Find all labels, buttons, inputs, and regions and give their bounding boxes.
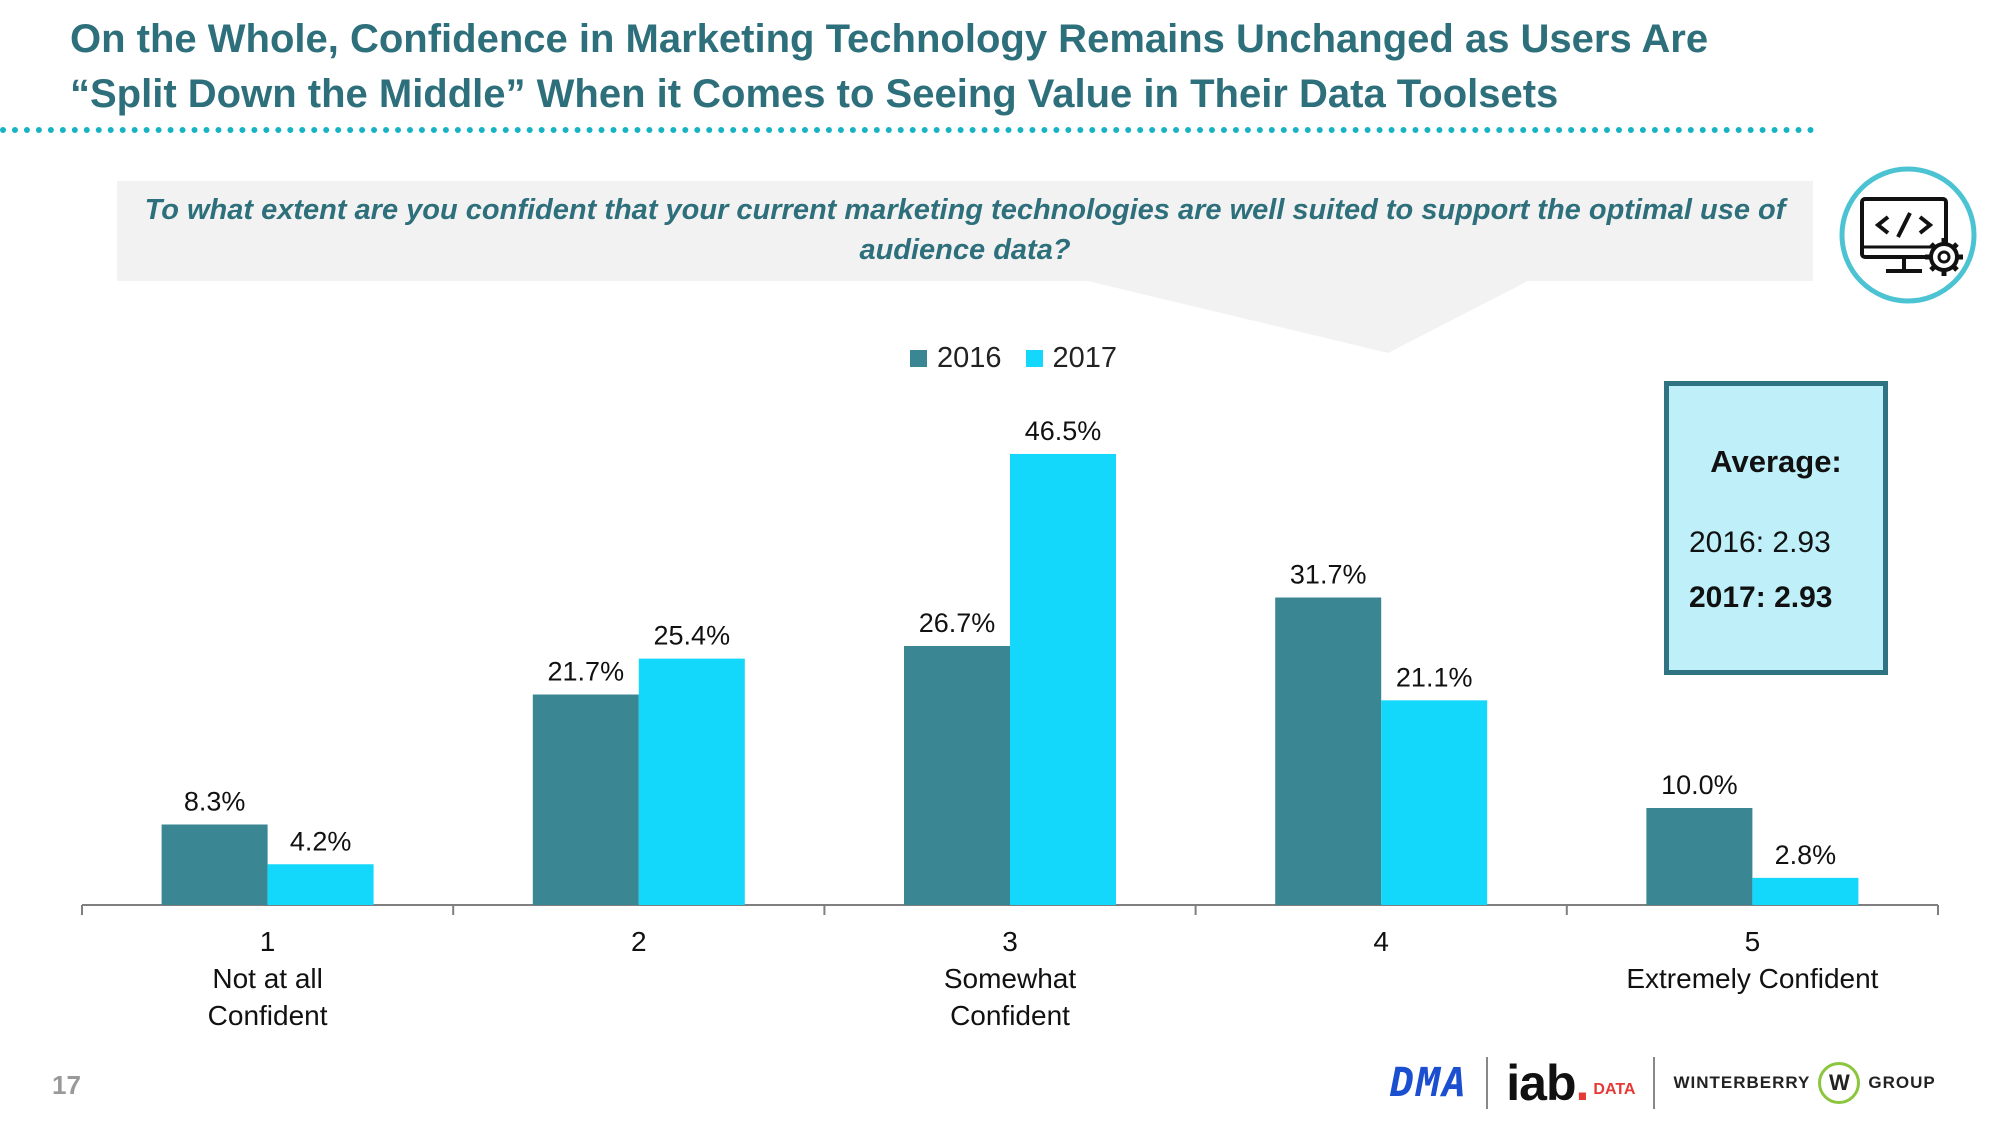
bar-2017-cat-5: [1752, 877, 1859, 905]
title-line-1: On the Whole, Confidence in Marketing Te…: [70, 17, 1709, 61]
category-label-2: 2: [631, 926, 647, 957]
bar-2017-cat-1: [267, 864, 374, 905]
bar-chart: 8.3% 4.2% 1 Not at all Confident 21.7% 25.4% 2 2…: [81, 416, 1939, 1031]
dma-logo: DMA: [1390, 1060, 1469, 1106]
title-line-2: “Split Down the Middle” When it Comes to…: [70, 72, 1559, 116]
legend-swatch-2016: [910, 350, 927, 367]
legend-item-2017: 2017: [1025, 342, 1118, 375]
chart-legend: 2016 2017: [910, 342, 1117, 375]
slide-title: On the Whole, Confidence in Marketing Te…: [70, 12, 1830, 122]
legend-swatch-2017: [1025, 350, 1043, 367]
data-label-2016-cat-5: 10.0%: [1661, 770, 1738, 800]
logo-divider: [1653, 1057, 1656, 1109]
bar-2016-cat-5: [1646, 808, 1753, 905]
category-label-1: Confident: [208, 1000, 328, 1031]
data-label-2016-cat-2: 21.7%: [548, 657, 625, 687]
data-label-2017-cat-2: 25.4%: [654, 621, 731, 651]
data-label-2017-cat-3: 46.5%: [1025, 416, 1102, 446]
data-label-2016-cat-3: 26.7%: [919, 608, 996, 638]
average-2016: 2016: 2.93: [1689, 526, 1831, 559]
category-label-1: Not at all: [212, 963, 323, 994]
category-label-5: Extremely Confident: [1626, 963, 1878, 994]
survey-question: To what extent are you confident that yo…: [144, 194, 1786, 266]
footer-logos: DMA iab . DATA WINTERBERRY W GROUP: [1390, 1055, 1936, 1111]
category-label-5: 5: [1745, 926, 1761, 957]
data-label-2017-cat-5: 2.8%: [1775, 840, 1837, 870]
logo-divider: [1486, 1057, 1489, 1109]
winterberry-group-text: GROUP: [1868, 1073, 1936, 1092]
iab-logo: iab: [1506, 1055, 1576, 1111]
monitor-code-gear-icon: [1839, 166, 1977, 304]
data-label-2017-cat-4: 21.1%: [1396, 662, 1473, 692]
category-label-1: 1: [260, 926, 276, 957]
bar-2017-cat-3: [1010, 453, 1116, 905]
bar-2017-cat-4: [1381, 700, 1488, 905]
winterberry-w-icon: W: [1818, 1062, 1861, 1104]
bar-2016-cat-4: [1275, 597, 1382, 905]
data-label-2017-cat-1: 4.2%: [290, 826, 352, 856]
legend-item-2016: 2016: [910, 342, 1002, 375]
question-callout-pointer: [1088, 281, 1528, 353]
legend-label-2017: 2017: [1052, 342, 1118, 374]
average-heading: Average:: [1710, 444, 1842, 479]
iab-data-label: DATA: [1593, 1081, 1636, 1098]
bar-2016-cat-2: [532, 694, 639, 905]
average-callout: Average: 2016: 2.93 2017: 2.93: [1664, 381, 1888, 675]
page-number: 17: [52, 1070, 81, 1100]
legend-label-2016: 2016: [937, 342, 1002, 374]
bar-2017-cat-2: [638, 658, 745, 905]
category-label-4: 4: [1373, 926, 1389, 957]
title-dotted-rule: [0, 127, 1815, 133]
category-label-3: 3: [1002, 926, 1018, 957]
bar-2016-cat-3: [904, 646, 1010, 905]
data-label-2016-cat-4: 31.7%: [1290, 560, 1367, 590]
bar-2016-cat-1: [161, 824, 268, 905]
average-2017: 2017: 2.93: [1689, 581, 1833, 614]
data-label-2016-cat-1: 8.3%: [184, 786, 246, 816]
category-label-3: Confident: [950, 1000, 1070, 1031]
iab-logo-dot: .: [1575, 1055, 1590, 1111]
question-callout: [117, 181, 1813, 281]
category-label-3: Somewhat: [944, 963, 1077, 994]
winterberry-logo-text: WINTERBERRY: [1673, 1073, 1811, 1092]
